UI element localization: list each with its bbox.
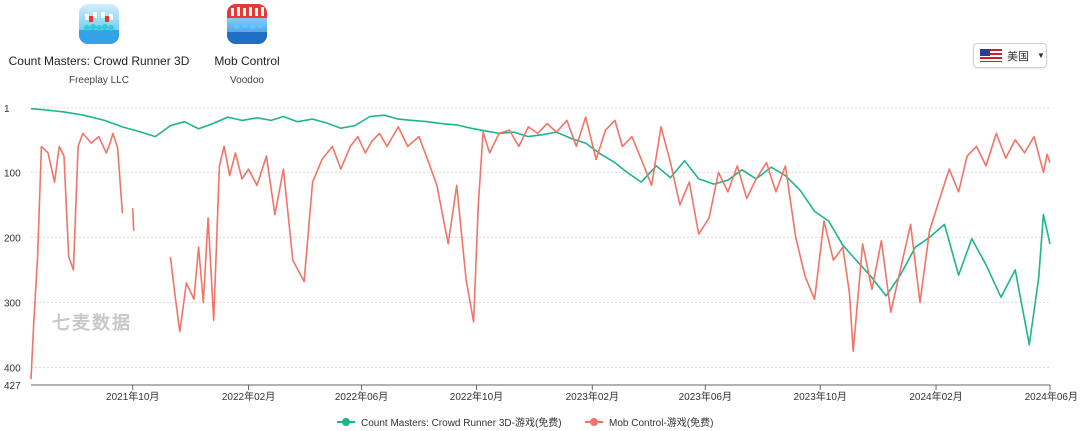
grid-layer bbox=[31, 107, 1050, 368]
series-line-0 bbox=[30, 107, 1051, 346]
y-tick-label: 400 bbox=[4, 363, 21, 374]
y-tick-label: 427 bbox=[4, 381, 21, 392]
app-developer: Voodoo bbox=[230, 75, 264, 86]
x-tick-label: 2024年06月 bbox=[1025, 390, 1078, 403]
x-tick-label: 2022年10月 bbox=[450, 390, 503, 403]
chevron-down-icon: ▼ bbox=[1037, 51, 1045, 60]
x-tick-label: 2024年02月 bbox=[909, 390, 962, 403]
series-line-1 bbox=[30, 116, 1051, 380]
legend: Count Masters: Crowd Runner 3D-游戏(免费) Mob… bbox=[337, 416, 713, 429]
app-name[interactable]: Count Masters: Crowd Runner 3D bbox=[8, 54, 190, 68]
mob-control-icon bbox=[227, 4, 267, 44]
legend-label[interactable]: Mob Control-游戏(免费) bbox=[609, 416, 713, 429]
crowd-runner-icon bbox=[79, 4, 119, 44]
us-flag-icon bbox=[980, 49, 1002, 62]
app-card-count-masters[interactable]: Count Masters: Crowd Runner 3D Freeplay … bbox=[4, 0, 194, 86]
x-tick-label: 2022年02月 bbox=[222, 390, 275, 403]
region-label: 美国 bbox=[1007, 50, 1029, 63]
y-tick-label: 200 bbox=[4, 233, 21, 244]
legend-swatch-dot bbox=[590, 418, 598, 426]
y-tick-label: 100 bbox=[4, 168, 21, 179]
x-tick-label: 2023年02月 bbox=[566, 390, 619, 403]
x-tick-label: 2022年06月 bbox=[335, 390, 388, 403]
app-developer: Freeplay LLC bbox=[68, 75, 130, 86]
app-name[interactable]: Mob Control bbox=[214, 54, 280, 68]
x-tick-label: 2023年10月 bbox=[794, 390, 847, 403]
y-tick-label: 1 bbox=[4, 104, 10, 115]
y-tick-label: 300 bbox=[4, 298, 21, 309]
watermark: 七麦数据 bbox=[52, 312, 132, 333]
axis-layer: 1 100 200 300 400 427 2021年10月 2022年02月 2022年06月… bbox=[4, 104, 1078, 403]
x-tick-label: 2021年10月 bbox=[106, 390, 159, 403]
series-layer bbox=[30, 107, 1051, 380]
x-tick-label: 2023年06月 bbox=[679, 390, 732, 403]
app-card-mob-control[interactable]: Mob Control Voodoo bbox=[152, 0, 342, 86]
legend-swatch-dot bbox=[342, 418, 350, 426]
legend-label[interactable]: Count Masters: Crowd Runner 3D-游戏(免费) bbox=[361, 416, 562, 429]
region-select[interactable]: 美国 ▼ bbox=[973, 43, 1047, 68]
